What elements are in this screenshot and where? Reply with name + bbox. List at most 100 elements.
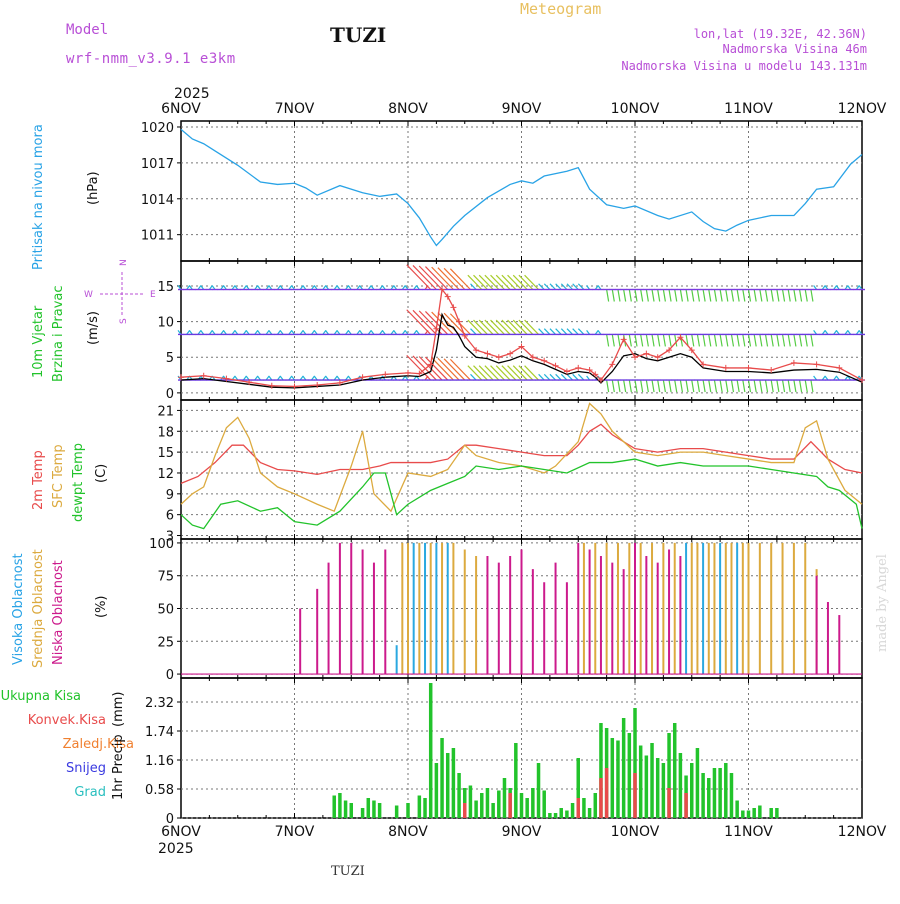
wind-barb [478, 274, 494, 290]
wind-barb [467, 319, 483, 335]
precip-bar [485, 788, 490, 818]
wind-barb [702, 289, 706, 302]
precip-bar [695, 748, 700, 818]
precip-bar [457, 773, 461, 818]
bottom-time-labels: 6NOV 7NOV 8NOV 9NOV 10NOV 11NOV 12NOV [161, 824, 887, 840]
wind-barb [512, 274, 528, 290]
wind-barb [742, 289, 746, 302]
wind-barb [507, 274, 522, 290]
wind-barb [668, 289, 672, 302]
gust-marker [654, 354, 661, 361]
wind-barb [412, 309, 437, 335]
y-tick-label: 100 [149, 537, 174, 552]
wind-barb [634, 379, 638, 393]
wind-barb [674, 379, 678, 393]
gust-marker [291, 383, 298, 390]
wind-barb [549, 373, 556, 381]
wind-barb [518, 274, 534, 290]
precip-bar [690, 763, 694, 818]
precip-bar [360, 808, 365, 818]
wind-barb [679, 379, 683, 393]
wind-barb [810, 379, 814, 393]
gust-marker [405, 369, 411, 376]
wind-barb [412, 264, 437, 290]
precip-bar [735, 800, 739, 818]
wind-barb [674, 334, 678, 347]
wind-barb [431, 266, 454, 290]
wind-barb [628, 334, 632, 347]
wind-barb [555, 283, 562, 290]
gust-marker [609, 361, 616, 368]
precip-bar [536, 763, 541, 818]
wind-barb [572, 328, 579, 335]
wind-barb [473, 365, 488, 381]
gust-marker [768, 367, 775, 374]
pressure-panel: 1011 1014 1017 1020 [141, 120, 863, 262]
wind-barb [725, 334, 729, 347]
y-tick-label: 10 [157, 316, 174, 331]
wind-barb [764, 379, 769, 393]
wind-barb [645, 334, 649, 347]
temp-label-3: dewpt Temp [71, 443, 86, 522]
wind-barb [484, 274, 500, 290]
series-line [180, 423, 863, 485]
precip-bar [758, 805, 762, 818]
wind-barb [713, 334, 718, 347]
temperature-panel: 3 6 9 12 15 18 21 [157, 399, 863, 545]
gust-marker [495, 354, 502, 361]
cloud-label-2: Srednja Oblacnost [31, 549, 46, 668]
wind-barb [443, 312, 466, 335]
wind-barb [685, 334, 689, 347]
wind-barb [645, 379, 649, 393]
wind-barb [662, 379, 666, 393]
wind-barb [617, 334, 621, 347]
wind-barb [719, 379, 723, 393]
y-tick-label: 1.74 [145, 725, 174, 740]
wind-barb [747, 334, 752, 347]
y-tick-label: 1011 [141, 229, 174, 244]
y-tick-label: 2.32 [145, 696, 174, 711]
bottom-time-label: 11NOV [724, 824, 773, 840]
precip-bar [672, 723, 677, 818]
wind-barb [742, 334, 746, 347]
wind-barb [657, 379, 661, 393]
precip-bar [502, 778, 507, 818]
precip-bar [621, 718, 626, 818]
wind-barb [742, 379, 746, 393]
wind-barb [651, 289, 655, 302]
year-top: 2025 [174, 86, 210, 102]
wind-barb [467, 365, 483, 381]
wind-barb [702, 379, 706, 393]
wind-barb [759, 379, 763, 393]
wind-dir-s: S [119, 318, 129, 324]
wind-barb [560, 283, 568, 290]
precip-bar [372, 800, 376, 818]
gust-marker [484, 350, 491, 357]
wind-barb [490, 274, 505, 290]
precip-bar [684, 793, 688, 818]
precip-bar [644, 755, 649, 818]
wind-barb [662, 334, 666, 347]
wind-barb [793, 289, 797, 302]
wind-barb [787, 289, 791, 302]
precip-bar [610, 738, 615, 818]
wind-barb [685, 379, 689, 393]
top-time-label: 10NOV [611, 101, 660, 117]
wind-direction-legend: N W E S [84, 259, 156, 324]
wind-barb [640, 289, 644, 302]
y-tick-label: 25 [157, 635, 174, 650]
wind-panel: 0 5 10 15 [157, 260, 865, 402]
wind-barb [679, 289, 683, 302]
wind-barb [628, 289, 632, 302]
wind-barb [566, 283, 574, 290]
top-time-label: 9NOV [502, 101, 542, 117]
top-time-label: 11NOV [724, 101, 773, 117]
station-title: TUZI [330, 23, 386, 47]
gust-marker [688, 347, 695, 354]
wind-label-1: 10m Vjetar [31, 305, 46, 378]
precip-bar [712, 768, 717, 818]
wind-barb [810, 334, 814, 347]
y-tick-label: 15 [157, 280, 174, 295]
wind-dir-n: N [119, 259, 129, 266]
cloud-panel: 0 25 50 75 100 [149, 537, 863, 683]
